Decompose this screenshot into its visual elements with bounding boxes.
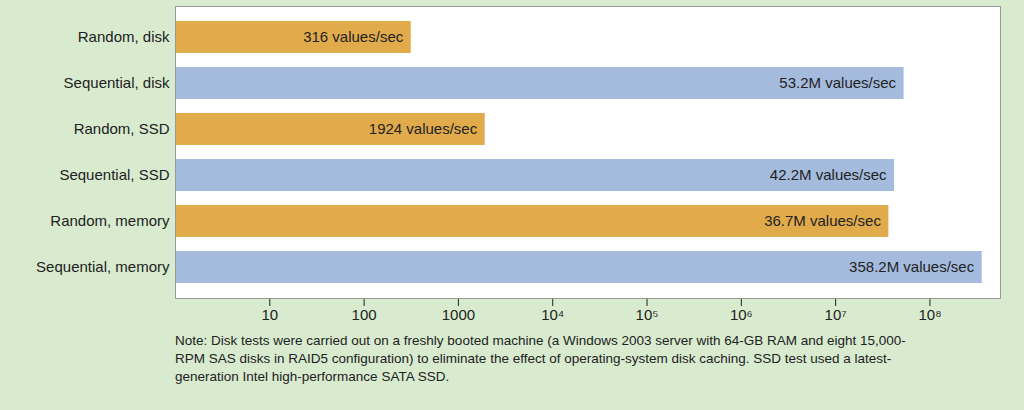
svg-text:Sequential, disk: Sequential, disk [64,74,170,91]
svg-text:10⁷: 10⁷ [825,306,847,323]
svg-text:42.2M values/sec: 42.2M values/sec [770,166,887,183]
svg-text:10: 10 [261,306,278,323]
svg-text:358.2M values/sec: 358.2M values/sec [849,258,975,275]
svg-text:100: 100 [352,306,377,323]
svg-text:Sequential, SSD: Sequential, SSD [59,166,169,183]
svg-text:10⁸: 10⁸ [918,306,941,323]
svg-text:1000: 1000 [442,306,475,323]
svg-text:10⁶: 10⁶ [730,306,753,323]
svg-text:10⁵: 10⁵ [636,306,659,323]
svg-text:1924 values/sec: 1924 values/sec [369,120,478,137]
svg-text:Random, SSD: Random, SSD [74,120,170,137]
svg-text:53.2M values/sec: 53.2M values/sec [779,74,896,91]
svg-text:Random, memory: Random, memory [50,212,170,229]
svg-text:Random, disk: Random, disk [78,28,170,45]
svg-text:Sequential, memory: Sequential, memory [36,258,170,275]
svg-text:36.7M values/sec: 36.7M values/sec [764,212,881,229]
svg-text:10⁴: 10⁴ [541,306,564,323]
svg-text:316 values/sec: 316 values/sec [303,28,404,45]
html-text:Note: Disk tests were carried: Note: Disk tests were carried out on a f… [175,333,906,384]
